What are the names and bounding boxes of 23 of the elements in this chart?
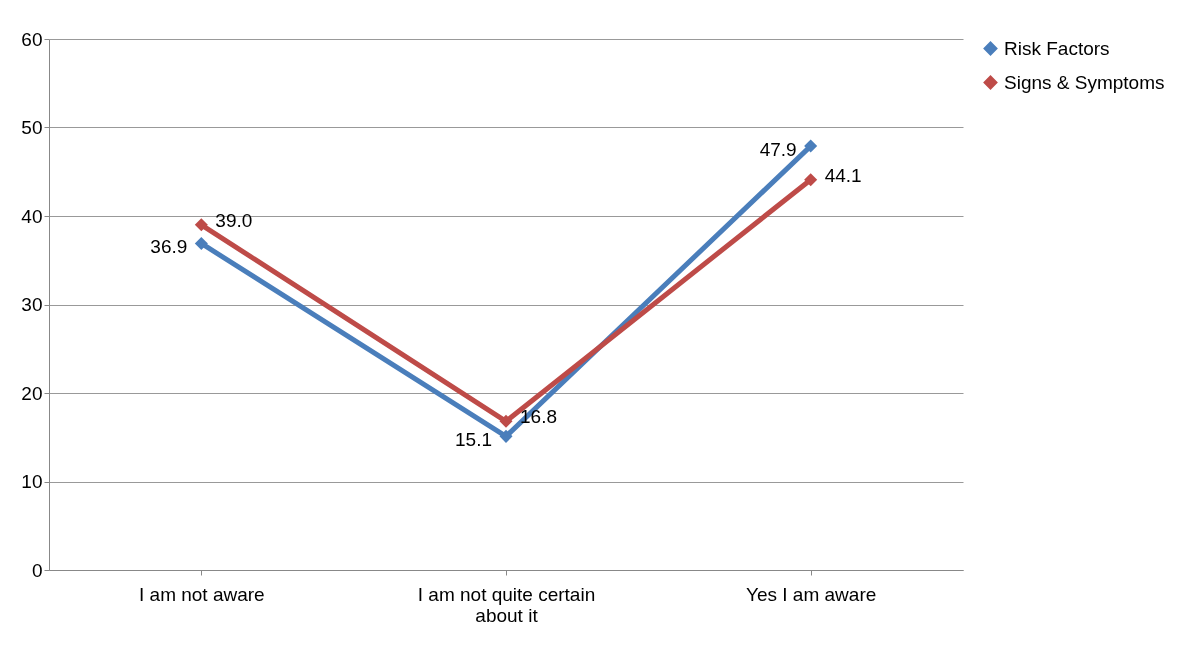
y-tick-label: 60 xyxy=(21,28,43,50)
x-tick-label: I am not quite certain about it xyxy=(417,583,596,626)
data-label: 47.9 xyxy=(759,139,797,161)
point xyxy=(804,139,818,153)
y-tick-label: 0 xyxy=(31,559,43,581)
data-label: 36.9 xyxy=(150,236,188,258)
point xyxy=(499,414,513,428)
y-tick-label: 40 xyxy=(21,205,43,227)
y-tick-label: 30 xyxy=(21,294,43,315)
data-label: 15.1 xyxy=(455,429,492,451)
point xyxy=(804,173,818,187)
legend-label: Signs & Symptoms xyxy=(1004,71,1165,93)
legend-label: Risk Factors xyxy=(1004,37,1110,59)
y-tick-label: 50 xyxy=(21,117,43,138)
x-tick-label: I am not aware xyxy=(139,583,265,605)
data-label: 39.0 xyxy=(215,209,253,231)
y-tick-label: 20 xyxy=(21,382,43,404)
point xyxy=(194,236,208,250)
point xyxy=(499,429,513,443)
data-label: 44.1 xyxy=(824,164,862,186)
x-tick-label: Yes I am aware xyxy=(746,583,877,605)
point xyxy=(194,218,208,232)
y-tick-label: 10 xyxy=(21,471,43,492)
